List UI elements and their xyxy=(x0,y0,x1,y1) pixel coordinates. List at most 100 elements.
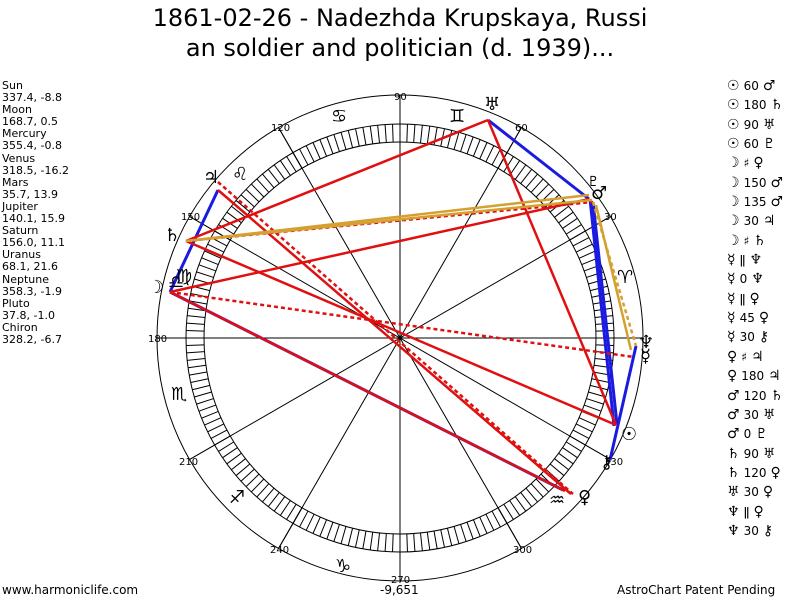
degree-tick xyxy=(362,127,367,146)
footer-website[interactable]: www.harmoniclife.com xyxy=(2,583,139,597)
aspect-row: ♆ 30 ⚷ xyxy=(727,522,799,541)
degree-tick xyxy=(222,447,238,459)
aspect-planet-2: ♀ xyxy=(758,310,770,327)
aspect-line-neptune-chiron xyxy=(608,345,638,461)
degree-tick xyxy=(440,529,445,548)
degree-tick xyxy=(554,205,569,218)
aspect-value: 90 xyxy=(743,117,759,132)
house-spokes xyxy=(157,95,643,581)
aspect-row: ♀ ♯ ♃ xyxy=(727,348,799,367)
aspect-planet-1: ☿ xyxy=(727,252,736,269)
degree-tick xyxy=(590,384,608,391)
degree-tick xyxy=(218,441,235,452)
aspect-value: 30 xyxy=(743,485,759,500)
aspect-value: 30 xyxy=(743,523,759,538)
aspect-line-pluto-sun xyxy=(591,201,619,425)
degree-tick xyxy=(326,522,334,540)
degree-tick xyxy=(491,148,501,166)
degree-tick xyxy=(369,126,374,144)
aspect-value: 60 xyxy=(743,79,759,93)
degree-tick xyxy=(188,307,206,312)
aspect-planet-2: ⚷ xyxy=(758,329,770,346)
aspect-row: ☉ 180 ♄ xyxy=(727,96,799,115)
aspect-planet-1: ☉ xyxy=(727,116,740,133)
degree-tick xyxy=(210,429,228,439)
degree-tick xyxy=(591,378,610,383)
aspect-line-moon-venus-2 xyxy=(169,290,566,493)
degree-tick xyxy=(198,264,216,272)
degree-tick xyxy=(453,526,460,544)
degree-tick xyxy=(286,156,297,173)
degree-tick xyxy=(198,404,216,412)
aspect-planet-1: ☿ xyxy=(727,271,736,288)
planet-coords: 355.4, -0.8 xyxy=(2,139,62,153)
degree-tick xyxy=(578,250,596,259)
planet-name: Neptune xyxy=(2,272,50,286)
degree-tick xyxy=(319,139,328,157)
degree-tick xyxy=(187,357,206,361)
aspect-row: ♂ 120 ♄ xyxy=(727,387,799,406)
degree-tick xyxy=(491,510,501,528)
aspect-planet-2: ♅ xyxy=(762,116,776,133)
degree-tick xyxy=(299,510,309,528)
degree-tick xyxy=(267,169,280,184)
aspect-line-jupiter-venus xyxy=(217,189,572,495)
chart-title-line-2: an soldier and politician (d. 1939)... xyxy=(185,34,615,62)
sagittarius-glyph: ♐ xyxy=(229,487,245,508)
aspect-planet-2: ♆ xyxy=(749,252,763,269)
degree-tick xyxy=(485,145,495,163)
aspect-row: ☿ ǁ ♀ xyxy=(727,290,799,309)
aspect-row: ☽ 135 ♂ xyxy=(727,193,799,212)
degree-tick xyxy=(262,173,275,189)
aspect-planet-2: ♀ xyxy=(749,290,760,307)
aspect-line-moon-mercury-dotted xyxy=(169,290,635,359)
degree-tick xyxy=(245,473,260,488)
degree-tick xyxy=(562,447,578,459)
degree-tick xyxy=(340,526,347,544)
degree-tick xyxy=(256,178,270,193)
degree-tick xyxy=(362,530,367,549)
chart-title-line-1: 1861-02-26 - Nadezhda Krupskaya, Russi xyxy=(152,4,648,32)
degree-tick xyxy=(204,417,222,426)
planet-name: Chiron xyxy=(2,320,38,334)
aspect-row: ♆ ǁ ♀ xyxy=(727,503,799,522)
planet-name: Saturn xyxy=(2,224,39,238)
degree-tick xyxy=(231,458,246,471)
uranus-glyph: ♅ xyxy=(484,94,500,115)
planet-name: Jupiter xyxy=(2,199,38,213)
aspect-planet-1: ☽ xyxy=(727,155,740,172)
planet-name: Sun xyxy=(2,79,23,92)
aspect-planet-1: ♀ xyxy=(727,368,738,385)
aspect-row: ♄ 120 ♀ xyxy=(727,464,799,483)
degree-tick xyxy=(453,132,460,150)
degree-label-180: 180 xyxy=(148,334,167,345)
planet-coords: 358.3, -1.9 xyxy=(2,284,62,298)
planet-name: Uranus xyxy=(2,248,41,262)
degree-tick xyxy=(509,500,521,516)
degree-tick xyxy=(392,124,394,143)
aspect-list: ☉ 60 ♂ ☉ 180 ♄ ☉ 90 ♅ ☉ 60 ♇ ☽ ♯ ♀ ☽ 150 ♂ ☽ 135 ♂ ☽ 30 ♃ ☽ ♯ ♄ ☿ ǁ ♆… xyxy=(727,77,799,541)
degree-tick xyxy=(256,483,270,498)
aspect-row: ☉ 60 ♇ xyxy=(727,135,799,154)
aspect-row: ♂ 0 ♇ xyxy=(727,425,799,444)
aquarius-glyph: ♒ xyxy=(549,490,565,511)
degree-tick xyxy=(192,384,210,391)
degree-tick xyxy=(413,124,416,143)
degree-label-30: 30 xyxy=(604,212,617,223)
chiron-glyph: ⚷ xyxy=(600,452,613,473)
degree-tick xyxy=(201,257,219,266)
degree-tick xyxy=(419,125,423,144)
aspect-row: ☿ 30 ⚷ xyxy=(727,328,799,347)
libra-glyph: ♎ xyxy=(168,272,184,293)
degree-tick xyxy=(326,136,334,154)
degree-tick xyxy=(196,398,214,405)
aspect-planet-1: ☽ xyxy=(727,174,740,191)
degree-tick xyxy=(305,513,315,531)
degree-label-90: 90 xyxy=(394,92,407,103)
degree-tick xyxy=(514,164,527,180)
aspect-planet-2: ♆ xyxy=(751,271,764,288)
degree-tick xyxy=(377,532,381,551)
jupiter-glyph: ♃ xyxy=(203,167,219,188)
aspect-value: 30 xyxy=(743,407,759,422)
aspect-row: ☽ ♯ ♄ xyxy=(727,232,799,251)
